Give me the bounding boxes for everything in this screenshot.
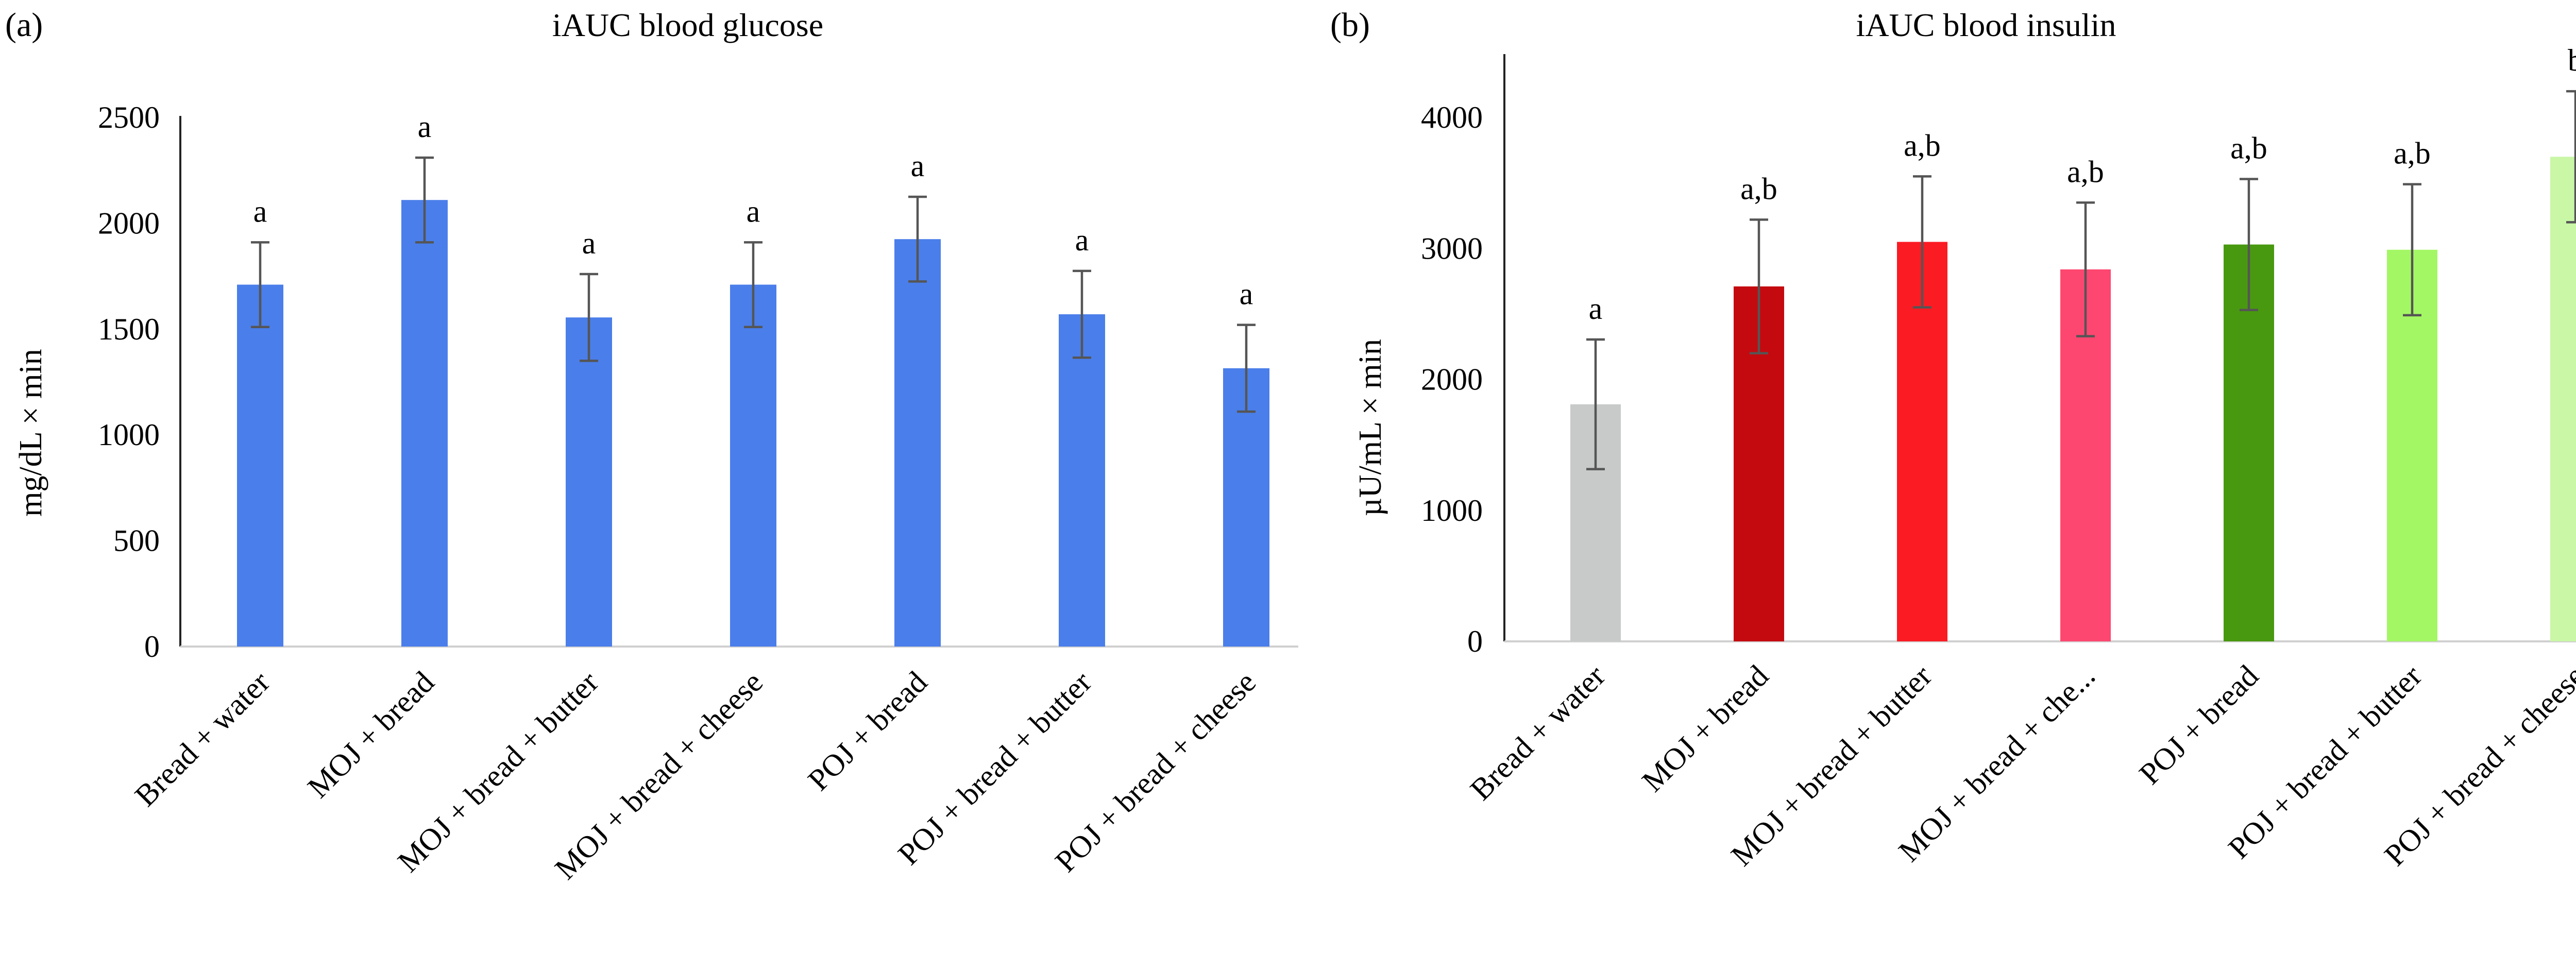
y-tick-label-insulin: 4000 — [1421, 100, 1483, 134]
chart-glucose: (a) iAUC blood glucose mg/dL × min 0 500 1… — [5, 6, 1298, 886]
error-bar-insulin-4 — [2076, 201, 2095, 337]
error-bar-glucose-4 — [744, 241, 762, 328]
y-tick-label-glucose: 1000 — [98, 418, 160, 452]
significance-label-glucose-2: a — [418, 110, 432, 144]
significance-labels-glucose: a a a a a a a — [253, 110, 1253, 311]
y-axis-label-glucose: mg/dL × min — [13, 349, 48, 516]
significance-label-insulin-4: a,b — [2067, 155, 2104, 189]
significance-label-glucose-3: a — [582, 226, 596, 260]
error-bar-insulin-7 — [2566, 90, 2576, 224]
error-bar-glucose-6 — [1073, 269, 1091, 359]
category-label-insulin-1: Bread + water — [1464, 659, 1612, 807]
error-bar-insulin-6 — [2403, 183, 2421, 317]
error-bar-insulin-5 — [2240, 178, 2258, 311]
significance-label-glucose-5: a — [911, 149, 925, 183]
category-label-insulin-2: MOJ + bread — [1635, 659, 1775, 799]
category-label-glucose-1: Bread + water — [128, 665, 276, 813]
significance-label-insulin-5: a,b — [2230, 131, 2267, 165]
chart-title-glucose: iAUC blood glucose — [552, 7, 823, 43]
significance-labels-insulin: a a,b a,b a,b a,b a,b b — [1589, 43, 2576, 326]
significance-label-insulin-1: a — [1589, 292, 1603, 326]
error-bar-insulin-2 — [1750, 218, 1768, 354]
y-tick-label-insulin: 0 — [1467, 624, 1483, 658]
error-bar-glucose-7 — [1237, 324, 1256, 413]
y-ticks-glucose: 0 500 1000 1500 2000 2500 — [98, 100, 160, 664]
y-ticks-insulin: 0 1000 2000 3000 4000 — [1421, 100, 1483, 658]
error-bar-glucose-5 — [908, 195, 927, 283]
significance-label-glucose-1: a — [253, 194, 267, 228]
bar-glucose-2 — [401, 200, 448, 647]
y-tick-label-glucose: 2000 — [98, 206, 160, 240]
significance-label-insulin-7: b — [2568, 43, 2576, 77]
panel-label-a: (a) — [5, 6, 43, 44]
error-bar-insulin-1 — [1586, 338, 1605, 470]
y-tick-label-glucose: 500 — [113, 524, 160, 558]
bar-glucose-6 — [1059, 314, 1105, 647]
bar-glucose-7 — [1223, 368, 1269, 647]
chart-insulin: (b) iAUC blood insulin µU/mL × min 0 1000… — [1330, 6, 2576, 873]
significance-label-insulin-2: a,b — [1740, 172, 1777, 206]
category-label-glucose-5: POJ + bread — [801, 665, 934, 797]
error-bar-glucose-1 — [251, 241, 269, 328]
significance-label-glucose-6: a — [1075, 223, 1089, 257]
error-bar-glucose-3 — [580, 273, 598, 362]
category-label-glucose-2: MOJ + bread — [301, 665, 440, 805]
significance-label-glucose-4: a — [747, 194, 760, 228]
significance-label-insulin-3: a,b — [1904, 128, 1941, 162]
bar-insulin-7 — [2550, 157, 2576, 641]
error-bars-glucose — [251, 156, 1256, 413]
chart-title-insulin: iAUC blood insulin — [1856, 7, 2116, 43]
bar-glucose-3 — [566, 317, 612, 647]
panel-label-b: (b) — [1330, 6, 1370, 44]
bar-glucose-4 — [730, 284, 776, 647]
y-tick-label-glucose: 0 — [144, 630, 160, 664]
bars-insulin — [1570, 157, 2576, 642]
error-bars-insulin — [1586, 90, 2576, 470]
error-bar-insulin-3 — [1913, 175, 1931, 309]
y-tick-label-insulin: 2000 — [1421, 363, 1483, 397]
bar-glucose-5 — [894, 239, 941, 647]
bar-glucose-1 — [237, 284, 283, 647]
category-label-insulin-5: POJ + bread — [2132, 659, 2265, 791]
y-tick-label-glucose: 2500 — [98, 100, 160, 134]
y-tick-label-insulin: 1000 — [1421, 494, 1483, 528]
y-axis-label-insulin: µU/mL × min — [1353, 339, 1388, 516]
significance-label-glucose-7: a — [1240, 277, 1253, 311]
y-tick-label-insulin: 3000 — [1421, 231, 1483, 265]
y-tick-label-glucose: 1500 — [98, 312, 160, 346]
significance-label-insulin-6: a,b — [2394, 137, 2431, 171]
error-bar-glucose-2 — [415, 156, 434, 244]
bars-glucose — [237, 200, 1269, 647]
